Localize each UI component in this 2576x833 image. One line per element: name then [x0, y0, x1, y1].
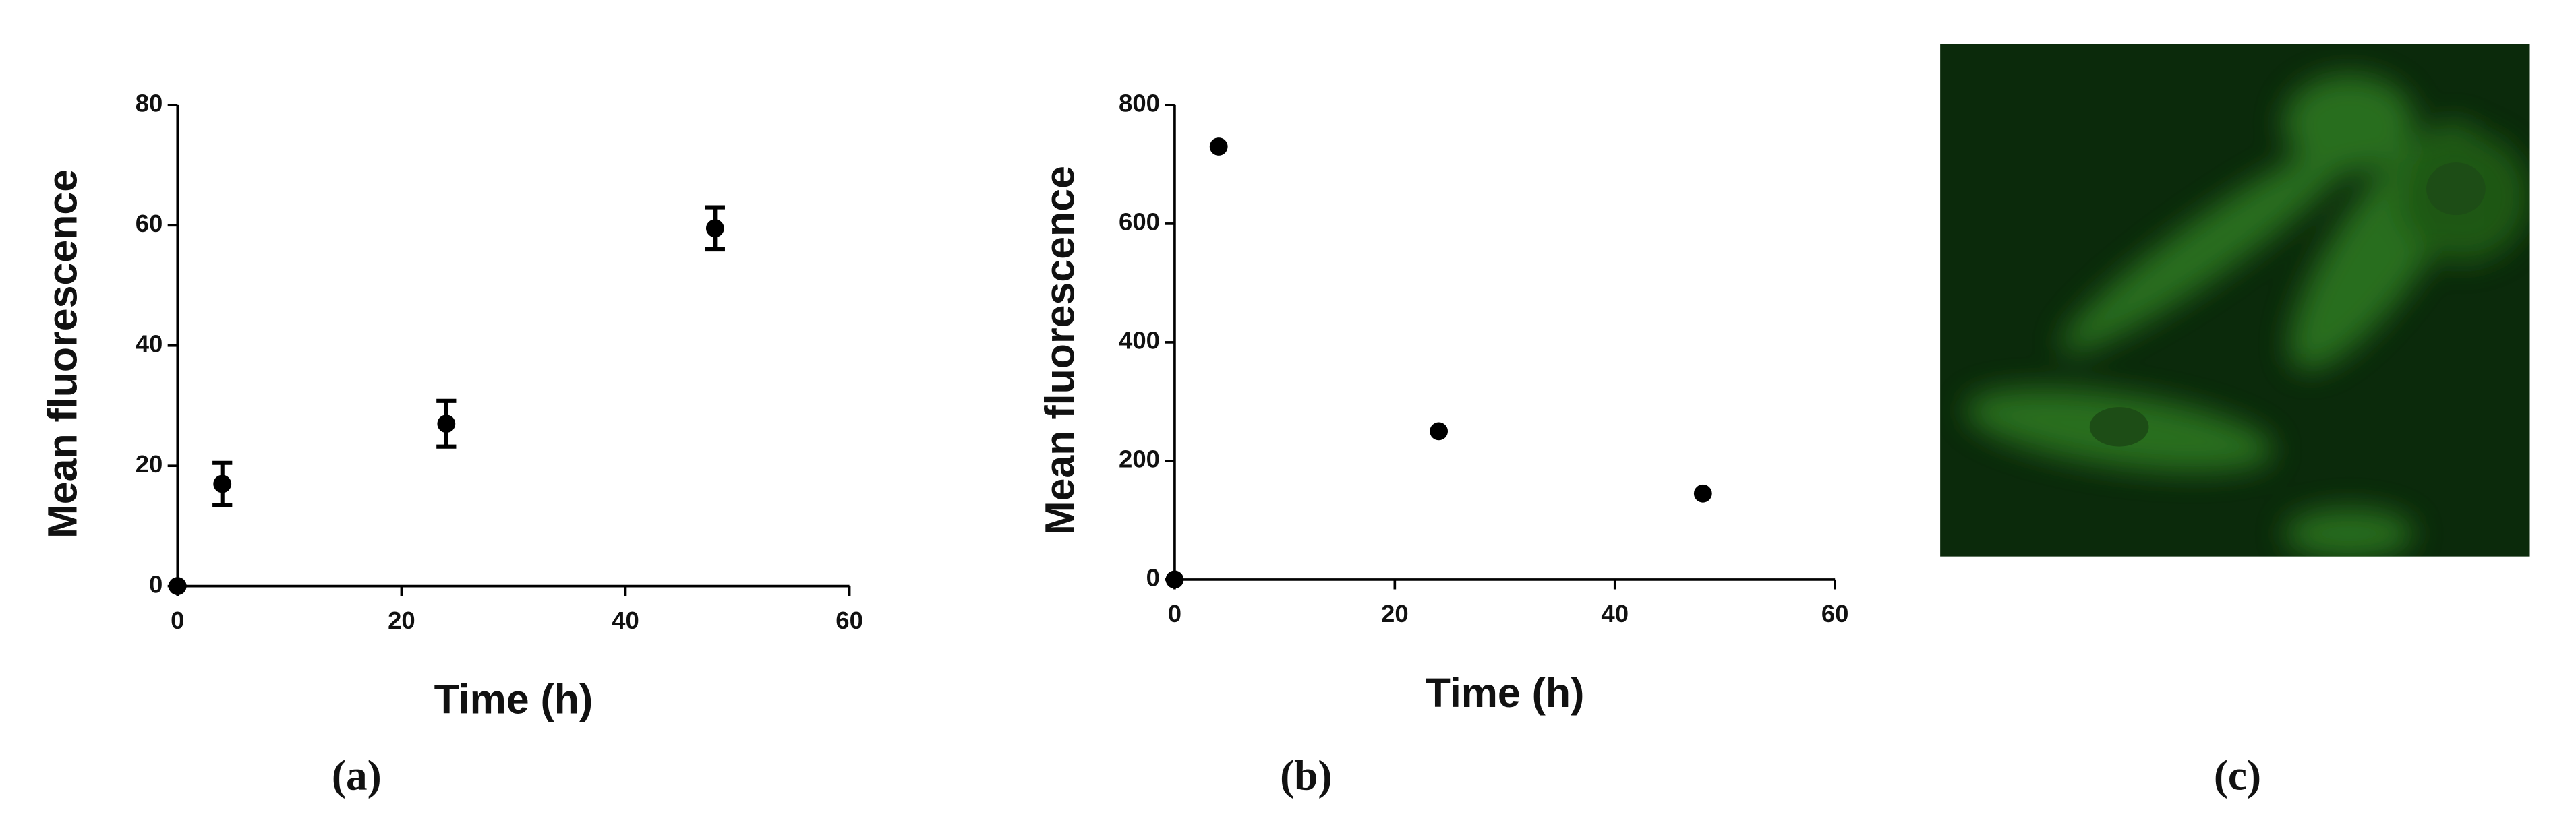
x-tick-label: 60 — [1821, 600, 1849, 627]
y-tick-label: 400 — [1119, 327, 1160, 354]
point — [1693, 484, 1712, 503]
x-tick-label: 20 — [1381, 600, 1409, 627]
point — [1430, 422, 1448, 441]
y-axis-label: Mean fluorescence — [40, 169, 86, 538]
y-tick-label: 600 — [1119, 208, 1160, 236]
x-axis-label: Time (h) — [434, 677, 593, 722]
y-tick-label: 20 — [136, 450, 163, 478]
point — [1209, 137, 1228, 156]
x-tick-label: 20 — [388, 607, 415, 634]
x-axis-label: Time (h) — [1426, 670, 1585, 716]
micrograph — [1940, 44, 2530, 557]
panel-label: (a) — [332, 752, 382, 799]
point — [213, 474, 232, 493]
point — [1165, 570, 1184, 589]
y-tick-label: 200 — [1119, 445, 1160, 473]
x-tick-label: 60 — [836, 607, 863, 634]
y-tick-label: 0 — [149, 570, 163, 598]
y-tick-label: 0 — [1146, 564, 1160, 592]
point — [437, 414, 456, 433]
y-axis-label: Mean fluorescence — [1036, 166, 1082, 535]
x-tick-label: 40 — [1601, 600, 1629, 627]
x-tick-label: 40 — [612, 607, 639, 634]
y-tick-label: 80 — [136, 90, 163, 117]
x-tick-label: 0 — [1168, 600, 1181, 627]
y-tick-label: 60 — [136, 210, 163, 237]
y-tick-label: 40 — [136, 330, 163, 357]
panel-label: (b) — [1280, 752, 1332, 799]
panel-label: (c) — [2214, 752, 2261, 799]
y-tick-label: 800 — [1119, 90, 1160, 117]
x-tick-label: 0 — [171, 607, 184, 634]
point — [168, 577, 187, 596]
point — [705, 219, 724, 238]
